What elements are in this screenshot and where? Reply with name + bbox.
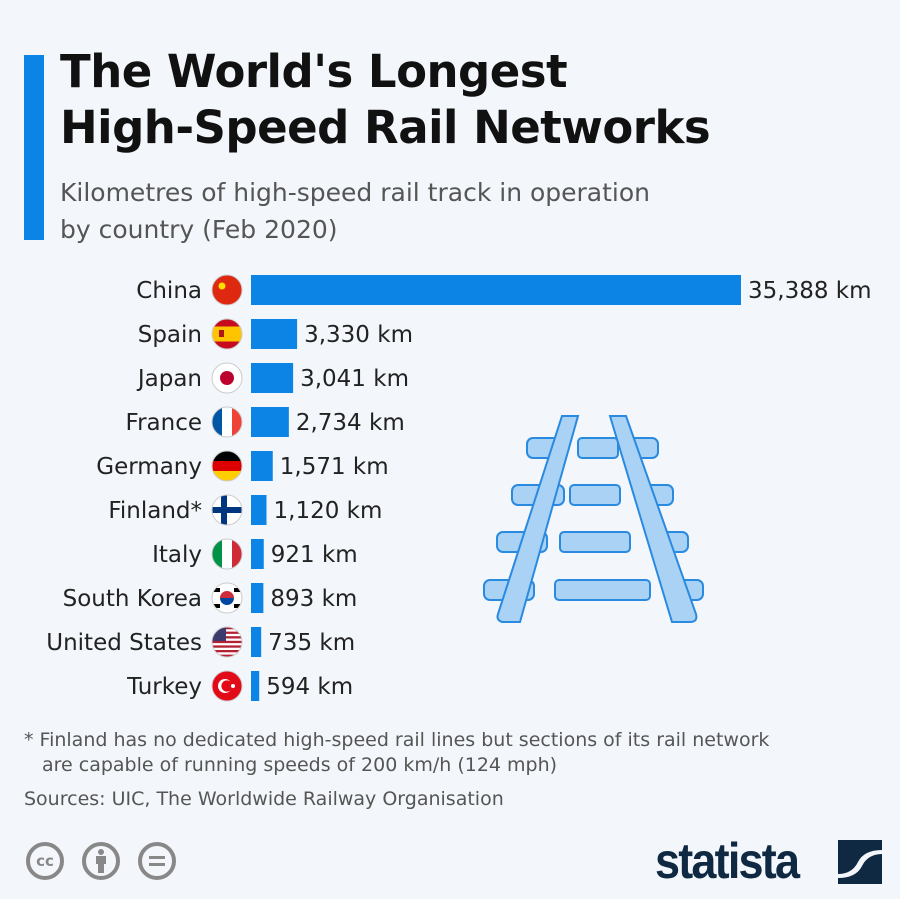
footnote-line-1: * Finland has no dedicated high-speed ra… (24, 729, 770, 751)
by-icon[interactable] (82, 842, 120, 880)
category-label: France (126, 410, 202, 436)
japan-flag-icon (211, 362, 243, 394)
bar (251, 539, 264, 569)
united-states-flag-icon (211, 626, 243, 658)
bar (251, 627, 262, 657)
category-label: Spain (138, 322, 202, 348)
value-label: 35,388 km (748, 278, 872, 304)
cc-icon[interactable]: cc (26, 842, 64, 880)
bar-row: South Korea 893 km (63, 582, 357, 614)
value-label: 921 km (271, 542, 358, 568)
bar-row: France 2,734 km (126, 406, 405, 438)
germany-flag-icon (211, 450, 243, 482)
chart-title: The World's Longest High-Speed Rail Netw… (60, 44, 711, 156)
title-line-1: The World's Longest (60, 45, 568, 98)
footnote-line-2: are capable of running speeds of 200 km/… (42, 754, 558, 776)
railway-track-icon (483, 415, 704, 623)
finland-flag-icon (211, 494, 243, 526)
bar-row: Turkey 594 km (126, 670, 353, 702)
south-korea-flag-icon (211, 582, 243, 614)
bar (251, 583, 264, 613)
subtitle-line-1: Kilometres of high-speed rail track in o… (60, 178, 651, 207)
china-flag-icon (211, 274, 243, 306)
bar (251, 363, 294, 393)
value-label: 3,041 km (300, 366, 409, 392)
bar (251, 319, 298, 349)
statista-logo-mark (838, 840, 882, 884)
sources: Sources: UIC, The Worldwide Railway Orga… (24, 788, 504, 810)
spain-flag-icon (211, 318, 243, 350)
title-line-2: High-Speed Rail Networks (60, 101, 711, 154)
value-label: 735 km (268, 630, 355, 656)
value-label: 893 km (270, 586, 357, 612)
category-label: Turkey (126, 674, 202, 700)
category-label: South Korea (63, 586, 202, 612)
bar-row: Japan 3,041 km (136, 362, 409, 394)
category-label: Germany (96, 454, 202, 480)
france-flag-icon (211, 406, 243, 438)
bar-chart: China 35,388 km Spain 3,330 km Japan 3,041 km… (46, 274, 872, 702)
bar-row: Finland* 1,120 km (108, 494, 383, 526)
logo-text: statista (655, 833, 800, 889)
bar (251, 451, 273, 481)
nd-icon[interactable] (138, 842, 176, 880)
category-label: China (136, 278, 202, 304)
title-accent-bar (24, 55, 44, 240)
value-label: 1,120 km (274, 498, 383, 524)
value-label: 2,734 km (296, 410, 405, 436)
bar (251, 275, 741, 305)
bar (251, 495, 267, 525)
category-label: Italy (152, 542, 202, 568)
value-label: 1,571 km (280, 454, 389, 480)
bar-row: Spain 3,330 km (138, 318, 413, 350)
bar (251, 671, 260, 701)
bar-row: China 35,388 km (136, 274, 872, 306)
chart-subtitle: Kilometres of high-speed rail track in o… (60, 174, 650, 248)
bar-row: United States 735 km (46, 626, 355, 658)
subtitle-line-2: by country (Feb 2020) (60, 215, 338, 244)
category-label: Finland* (108, 498, 202, 524)
bar-row: Italy 921 km (152, 538, 358, 570)
turkey-flag-icon (211, 670, 243, 702)
value-label: 3,330 km (304, 322, 413, 348)
bar (251, 407, 289, 437)
category-label: United States (46, 630, 202, 656)
italy-flag-icon (211, 538, 243, 570)
category-label: Japan (136, 366, 202, 392)
statista-logo[interactable]: statista (655, 832, 800, 890)
value-label: 594 km (266, 674, 353, 700)
bar-row: Germany 1,571 km (96, 450, 389, 482)
